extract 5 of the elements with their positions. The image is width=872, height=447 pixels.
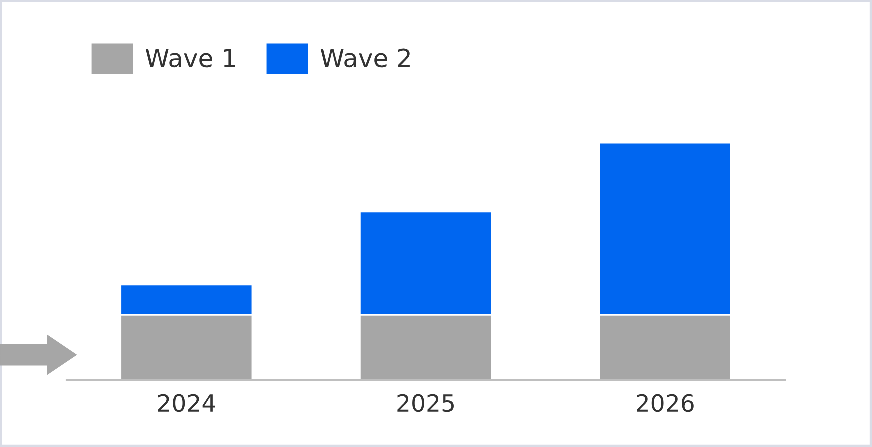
x-tick-label: 2024 [158, 394, 216, 412]
x-tick-label: 2026 [637, 394, 694, 412]
legend-label: Wave 1 [146, 49, 236, 68]
legend-label: Wave 2 [320, 48, 410, 68]
x-tick-label: 2025 [398, 394, 454, 412]
